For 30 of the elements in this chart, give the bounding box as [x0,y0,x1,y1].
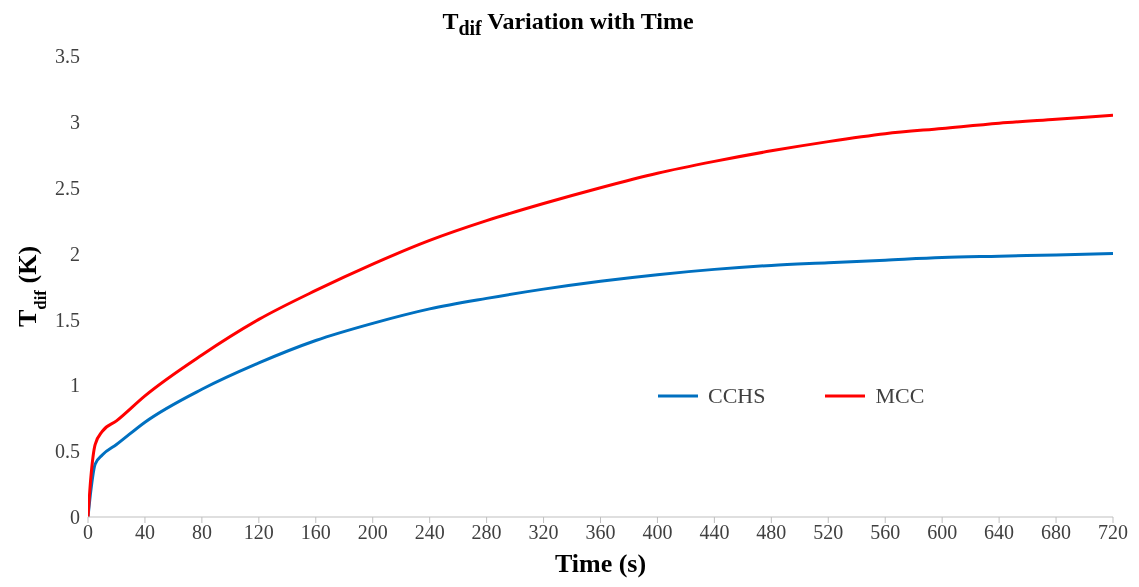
x-tick-label: 120 [243,521,274,544]
x-tick-label: 320 [528,521,559,544]
x-tick-label: 40 [134,521,155,544]
y-tick-label: 0 [70,506,80,529]
y-tick-label: 2 [70,242,80,265]
x-tick-label: 160 [300,521,331,544]
x-tick-label: 720 [1098,521,1128,544]
x-tick-label: 640 [984,521,1015,544]
x-tick-label: 560 [870,521,901,544]
x-tick-label: 600 [927,521,958,544]
y-tick-label: 1.5 [55,308,80,331]
x-tick-label: 520 [813,521,844,544]
x-tick-label: 360 [585,521,616,544]
legend-label: CCHS [708,383,766,409]
x-axis-title: Time (s) [554,549,647,578]
x-tick-label: 240 [414,521,445,544]
x-tick-label: 480 [756,521,787,544]
y-tick-label: 0.5 [55,440,80,463]
y-tick-label: 2.5 [55,176,80,199]
legend-label: MCC [875,383,925,409]
x-tick-label: 440 [699,521,730,544]
y-tick-label: 1 [70,374,80,397]
y-tick-label: 3.5 [55,45,80,68]
y-tick-label: 3 [70,110,80,133]
x-tick-label: 280 [471,521,502,544]
x-tick-label: 200 [357,521,388,544]
x-tick-label: 400 [642,521,673,544]
x-tick-label: 80 [191,521,212,544]
chart-title: T$_{dif}$ Variation with Time [441,8,695,41]
x-tick-label: 680 [1041,521,1072,544]
